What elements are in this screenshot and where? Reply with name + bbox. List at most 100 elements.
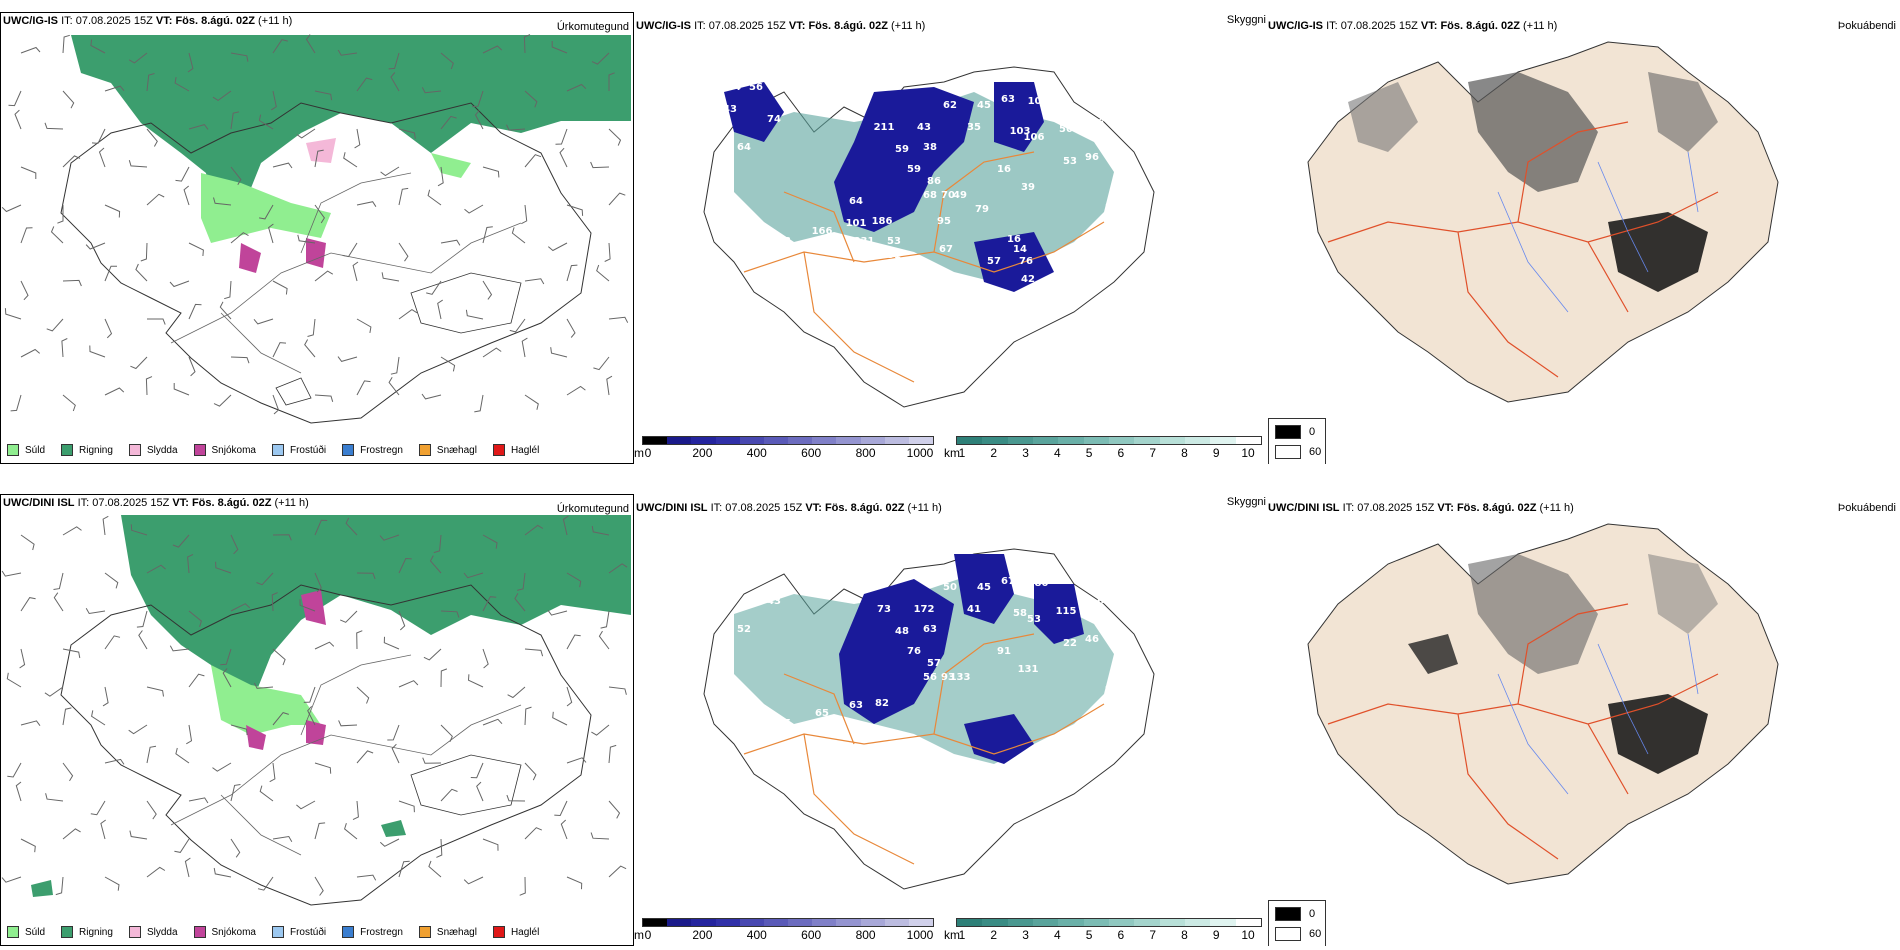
colorbar-tick: 8 — [1181, 446, 1188, 460]
it-label: IT: — [1342, 502, 1355, 514]
wind-barb — [482, 648, 489, 669]
cloud-base-value: 73 — [933, 272, 947, 283]
wind-barb — [440, 724, 453, 742]
legend-label: Snjókoma — [211, 926, 256, 938]
wind-barb — [472, 90, 484, 108]
colorbar-tick: 9 — [1212, 446, 1220, 460]
it-label: IT: — [77, 497, 90, 509]
wind-barb — [464, 204, 484, 214]
wind-barb — [307, 705, 316, 726]
cloud-base-value: 22 — [1063, 638, 1077, 649]
wind-barb — [272, 162, 293, 169]
wind-barb — [356, 686, 370, 704]
wind-barb — [146, 73, 155, 92]
wind-barb — [90, 39, 106, 54]
wind-barb — [1, 204, 22, 213]
model-name: UWC/DINI ISL — [636, 502, 708, 514]
legend-label: Frostregn — [360, 444, 403, 456]
wind-barb — [608, 316, 629, 323]
wind-barb — [230, 52, 249, 62]
cloud-base-value: 65 — [749, 564, 763, 575]
wind-barb — [215, 561, 232, 574]
wind-barb — [307, 318, 316, 337]
wind-barb — [524, 278, 545, 285]
wind-barb — [314, 519, 328, 536]
wind-barb — [10, 394, 22, 412]
fog-dark-area — [1468, 554, 1598, 674]
drizzle-area — [211, 665, 321, 735]
cloud-base-value: 14 — [1013, 244, 1027, 255]
wind-barb — [398, 308, 418, 320]
wind-barb — [269, 762, 276, 783]
colorbar-tick: 6 — [1117, 446, 1125, 460]
cloud-base-value: 16 — [997, 164, 1011, 175]
wind-barb — [379, 534, 400, 541]
fog-legend-label: 60 — [1309, 446, 1322, 458]
wind-barb — [62, 90, 75, 109]
fog-dark-area-4 — [1648, 72, 1718, 152]
wind-barb — [44, 122, 64, 130]
wind-barb — [130, 356, 148, 370]
wind-barb — [222, 668, 232, 688]
wind-barb — [590, 161, 610, 169]
wind-barb — [608, 192, 626, 206]
cloud-base-value: 211 — [874, 122, 895, 133]
wind-barb — [146, 193, 165, 206]
legend-swatch — [7, 926, 19, 938]
wind-barb — [524, 524, 544, 536]
colorbar-tick: 3 — [1022, 446, 1029, 460]
cloud-base-value: 231 — [854, 236, 875, 247]
wind-barb — [608, 800, 621, 819]
rivers — [1497, 151, 1699, 313]
wind-barb — [213, 867, 232, 878]
legend-swatch — [193, 444, 206, 456]
colorbar-tick: 800 — [855, 928, 876, 942]
fog-legend-label: 0 — [1309, 426, 1316, 438]
wind-barb — [524, 762, 537, 781]
wind-barb — [398, 557, 412, 574]
wind-barb — [356, 572, 376, 580]
fog-dark-area-3 — [1408, 634, 1458, 674]
wind-barb — [482, 534, 498, 549]
wind-barb — [482, 280, 493, 300]
wind-barb — [20, 838, 36, 853]
panel-header: UWC/IG-IS IT: 07.08.2025 15Z VT: Fös. 8.… — [636, 20, 925, 32]
wind-barb — [1, 570, 22, 577]
wind-barb — [440, 52, 454, 70]
wind-barb — [61, 338, 68, 358]
wind-barb — [391, 743, 400, 764]
cloud-panel-bottom: 79 65 76 43 52 73 48 172 63 50 45 41 67 180 58 53 115 65 2… — [634, 494, 1268, 946]
wind-barb — [387, 724, 400, 741]
wind-barb — [102, 686, 109, 707]
glacier-outline — [410, 754, 522, 816]
iceland-coastline — [703, 66, 1155, 408]
wind-barb — [104, 85, 125, 92]
precip-legend: Súld Rigning Slydda Snjókoma Frostúði Frostre… — [7, 926, 555, 938]
wind-barb — [524, 827, 542, 840]
model-name: UWC/IG-IS — [636, 20, 691, 32]
cloud-base-value: 79 — [727, 564, 741, 575]
wind-barb — [15, 781, 22, 802]
wind-barb — [352, 261, 359, 282]
legend-item: Haglél — [492, 926, 539, 938]
cloud-base-value: 67 — [939, 244, 953, 255]
colorbar-unit: km — [944, 928, 960, 942]
wind-barb — [591, 52, 610, 65]
wind-barb — [440, 239, 461, 246]
wind-barb — [591, 724, 610, 736]
cloud-base-area-2 — [724, 82, 784, 142]
wind-barb — [129, 830, 148, 840]
snow-area-2 — [301, 590, 326, 625]
iceland-coastline — [703, 548, 1155, 890]
wind-barb — [188, 124, 209, 130]
visibility-colorbar: km 1 2 3 4 5 6 7 8 9 10 — [944, 918, 1268, 946]
colorbar-tick: 400 — [746, 446, 767, 460]
cloud-base-value: 106 — [1024, 132, 1045, 143]
wind-barb — [104, 265, 117, 282]
wind-barb — [272, 648, 286, 666]
legend-label: Frostregn — [360, 926, 403, 938]
colorbar-tick: 7 — [1149, 928, 1156, 942]
wind-barb — [482, 718, 503, 726]
cloud-base-value: 63 — [923, 624, 937, 635]
